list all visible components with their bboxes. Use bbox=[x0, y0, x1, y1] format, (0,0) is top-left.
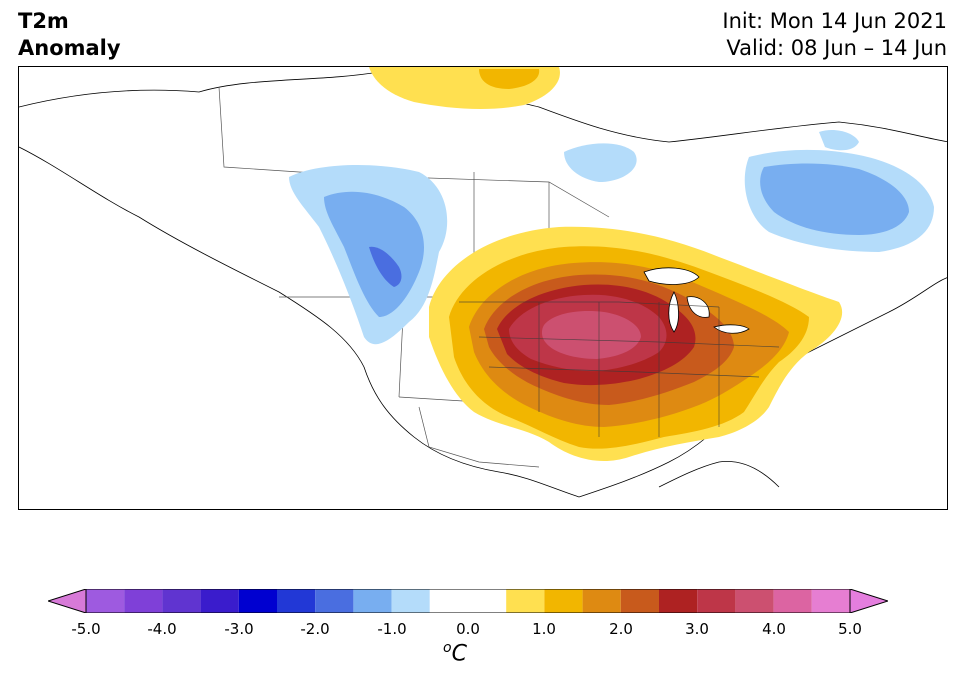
colorbar-cell bbox=[315, 589, 354, 613]
colorbar-cell bbox=[353, 589, 392, 613]
colorbar-cell bbox=[277, 589, 316, 613]
colorbar-cell bbox=[773, 589, 812, 613]
colorbar-cell bbox=[659, 589, 698, 613]
colorbar-outline bbox=[85, 589, 851, 613]
great-lakes bbox=[643, 267, 750, 334]
colorbar-cell bbox=[811, 589, 850, 613]
colorbar-ticks: -5.0 -4.0 -3.0 -2.0 -1.0 0.0 1.0 2.0 3.0… bbox=[0, 620, 959, 640]
tick-label: -4.0 bbox=[147, 620, 177, 638]
colorbar-cell bbox=[200, 589, 239, 613]
colorbar-cell bbox=[391, 589, 430, 613]
title-variable: T2m bbox=[18, 9, 69, 33]
cool-anomaly-hudson-bay-small bbox=[564, 143, 637, 182]
colorbar-cell bbox=[86, 589, 125, 613]
map-canvas bbox=[19, 67, 947, 498]
tick-label: 1.0 bbox=[532, 620, 556, 638]
tick-label: 0.0 bbox=[456, 620, 480, 638]
colorbar-cell bbox=[124, 589, 163, 613]
init-time-label: Init: Mon 14 Jun 2021 bbox=[722, 9, 947, 33]
tick-label: -5.0 bbox=[71, 620, 101, 638]
colorbar bbox=[48, 589, 888, 613]
tick-label: 2.0 bbox=[609, 620, 633, 638]
heat-dome-core bbox=[541, 311, 641, 359]
cool-anomaly-pacific-northwest-core bbox=[369, 246, 402, 287]
colorbar-cell bbox=[429, 589, 507, 613]
run-info: Init: Mon 14 Jun 2021 Valid: 08 Jun – 14… bbox=[722, 8, 947, 62]
valid-period-label: Valid: 08 Jun – 14 Jun bbox=[726, 36, 947, 60]
map-title: T2m Anomaly bbox=[18, 8, 121, 62]
unit-degree: o bbox=[443, 640, 452, 656]
tick-label: 4.0 bbox=[762, 620, 786, 638]
warm-anomaly-arctic-archipelago-core bbox=[479, 69, 540, 89]
colorbar-cell bbox=[582, 589, 621, 613]
colorbar-cell bbox=[238, 589, 277, 613]
tick-label: 3.0 bbox=[685, 620, 709, 638]
tick-label: 5.0 bbox=[838, 620, 862, 638]
anomaly-map bbox=[18, 66, 948, 510]
tick-label: -1.0 bbox=[377, 620, 407, 638]
colorbar-cell bbox=[544, 589, 583, 613]
colorbar-over-triangle bbox=[849, 589, 888, 613]
colorbar-unit: oC bbox=[443, 640, 467, 666]
unit-letter: C bbox=[451, 641, 467, 667]
colorbar-under-triangle bbox=[48, 589, 87, 613]
cool-anomaly-arctic-small bbox=[819, 130, 859, 151]
colorbar-cell bbox=[697, 589, 736, 613]
colorbar-cell bbox=[735, 589, 774, 613]
colorbar-cell bbox=[162, 589, 201, 613]
us-state-lines bbox=[459, 301, 780, 437]
cool-anomaly-quebec-mid bbox=[760, 163, 909, 235]
title-quantity: Anomaly bbox=[18, 36, 121, 60]
colorbar-cell bbox=[506, 589, 545, 613]
tick-label: -3.0 bbox=[224, 620, 254, 638]
colorbar-cell bbox=[620, 589, 659, 613]
tick-label: -2.0 bbox=[300, 620, 330, 638]
colorbar-cells bbox=[86, 589, 850, 613]
